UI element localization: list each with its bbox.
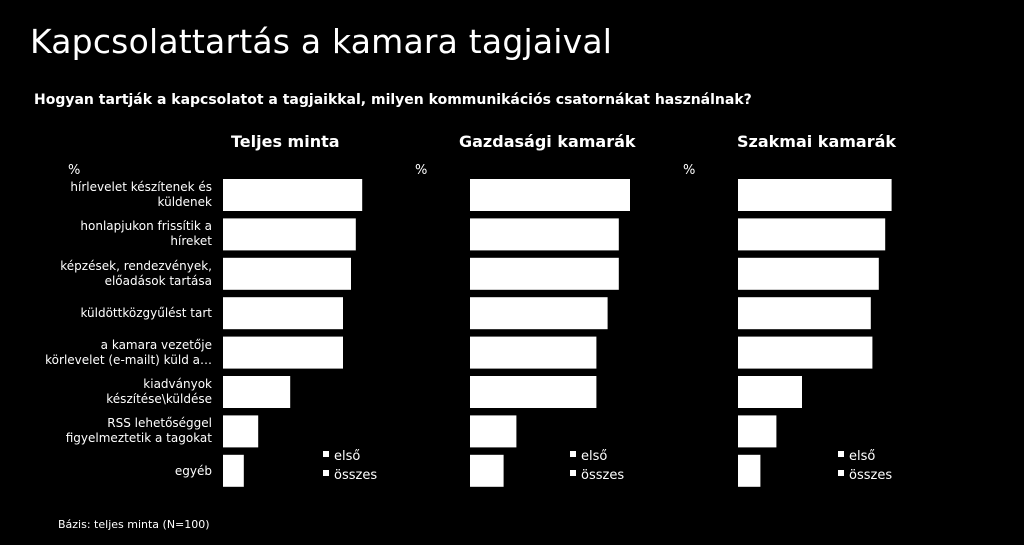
footnote: Bázis: teljes minta (N=100) (58, 518, 210, 531)
bar-2-4 (470, 297, 608, 330)
bar-1-6 (223, 376, 291, 408)
bar-3-8 (738, 454, 761, 487)
bar-2-6 (470, 376, 597, 408)
bar-3-7 (738, 415, 777, 448)
category-label: hírlevelet készítenek és küldenek (70, 180, 212, 209)
bar-1-4 (223, 297, 343, 330)
bar-3-6 (738, 376, 802, 408)
legend-swatch (323, 470, 329, 476)
bar-3-4 (738, 297, 871, 330)
panel-title-szakmai-kamarak: Szakmai kamarák (737, 132, 897, 151)
bar-2-3 (470, 257, 619, 290)
bar-3-5 (738, 336, 873, 369)
bar-2-7 (470, 415, 517, 448)
legend-swatch (570, 470, 576, 476)
bar-3-1 (738, 179, 892, 211)
bar-1-7 (223, 415, 259, 448)
unit-label-panel-2: % (415, 163, 428, 178)
panel-title-teljes-minta: Teljes minta (231, 132, 340, 151)
legend-swatch (570, 451, 576, 457)
chart-subtitle: Hogyan tartják a kapcsolatot a tagjaikka… (34, 92, 752, 108)
bar-1-1 (223, 179, 363, 211)
category-label: küldöttközgyűlést tart (80, 305, 212, 320)
bar-2-8 (470, 454, 504, 487)
legend-label: összes (849, 468, 892, 483)
bar-1-8 (223, 454, 244, 487)
category-label: egyéb (174, 463, 212, 478)
legend-label: összes (334, 468, 377, 483)
category-label: a kamara vezetője körlevelet (e-mailt) k… (45, 338, 212, 367)
bar-2-2 (470, 218, 619, 251)
chart-title: Kapcsolattartás a kamara tagjaival (30, 22, 613, 61)
panel-title-gazdasagi-kamarak: Gazdasági kamarák (459, 132, 636, 151)
bar-3-2 (738, 218, 886, 251)
category-label: honlapjukon frissítik a híreket (80, 219, 212, 248)
legend-label: első (849, 449, 875, 464)
bar-2-1 (470, 179, 630, 211)
bar-3-3 (738, 257, 879, 290)
category-label: kiadványok készítése\küldése (106, 377, 212, 406)
bar-2-5 (470, 336, 597, 369)
category-label: képzések, rendezvények, előadások tartás… (60, 259, 212, 288)
bar-1-2 (223, 218, 356, 251)
bar-1-3 (223, 257, 351, 290)
legend-swatch (838, 470, 844, 476)
legend-swatch (323, 451, 329, 457)
legend-label: első (334, 449, 360, 464)
legend-label: összes (581, 468, 624, 483)
legend-label: első (581, 449, 607, 464)
unit-label-panel-1: % (68, 163, 81, 178)
bar-1-5 (223, 336, 343, 369)
legend-swatch (838, 451, 844, 457)
unit-label-panel-3: % (683, 163, 696, 178)
category-label: RSS lehetőséggel figyelmeztetik a tagoka… (65, 416, 212, 445)
